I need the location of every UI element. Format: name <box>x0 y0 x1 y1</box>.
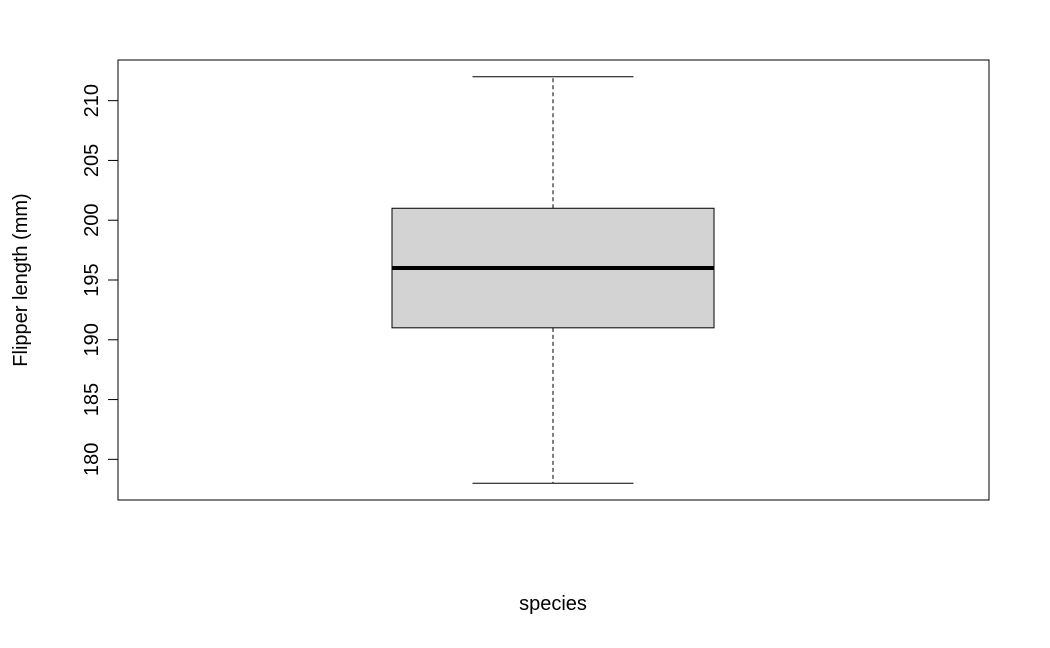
box-series <box>391 76 715 484</box>
y-tick-label: 195 <box>81 263 103 296</box>
y-tick-label: 180 <box>81 443 103 476</box>
y-axis: 180 185 190 195 200 205 210 <box>81 84 119 476</box>
y-tick-label: 205 <box>81 144 103 177</box>
y-axis-title: Flipper length (mm) <box>10 193 32 366</box>
x-axis-title: species <box>519 593 587 615</box>
y-tick-label: 190 <box>81 323 103 356</box>
y-tick-label: 185 <box>81 383 103 416</box>
y-tick-label: 200 <box>81 204 103 237</box>
y-tick-label: 210 <box>81 84 103 117</box>
